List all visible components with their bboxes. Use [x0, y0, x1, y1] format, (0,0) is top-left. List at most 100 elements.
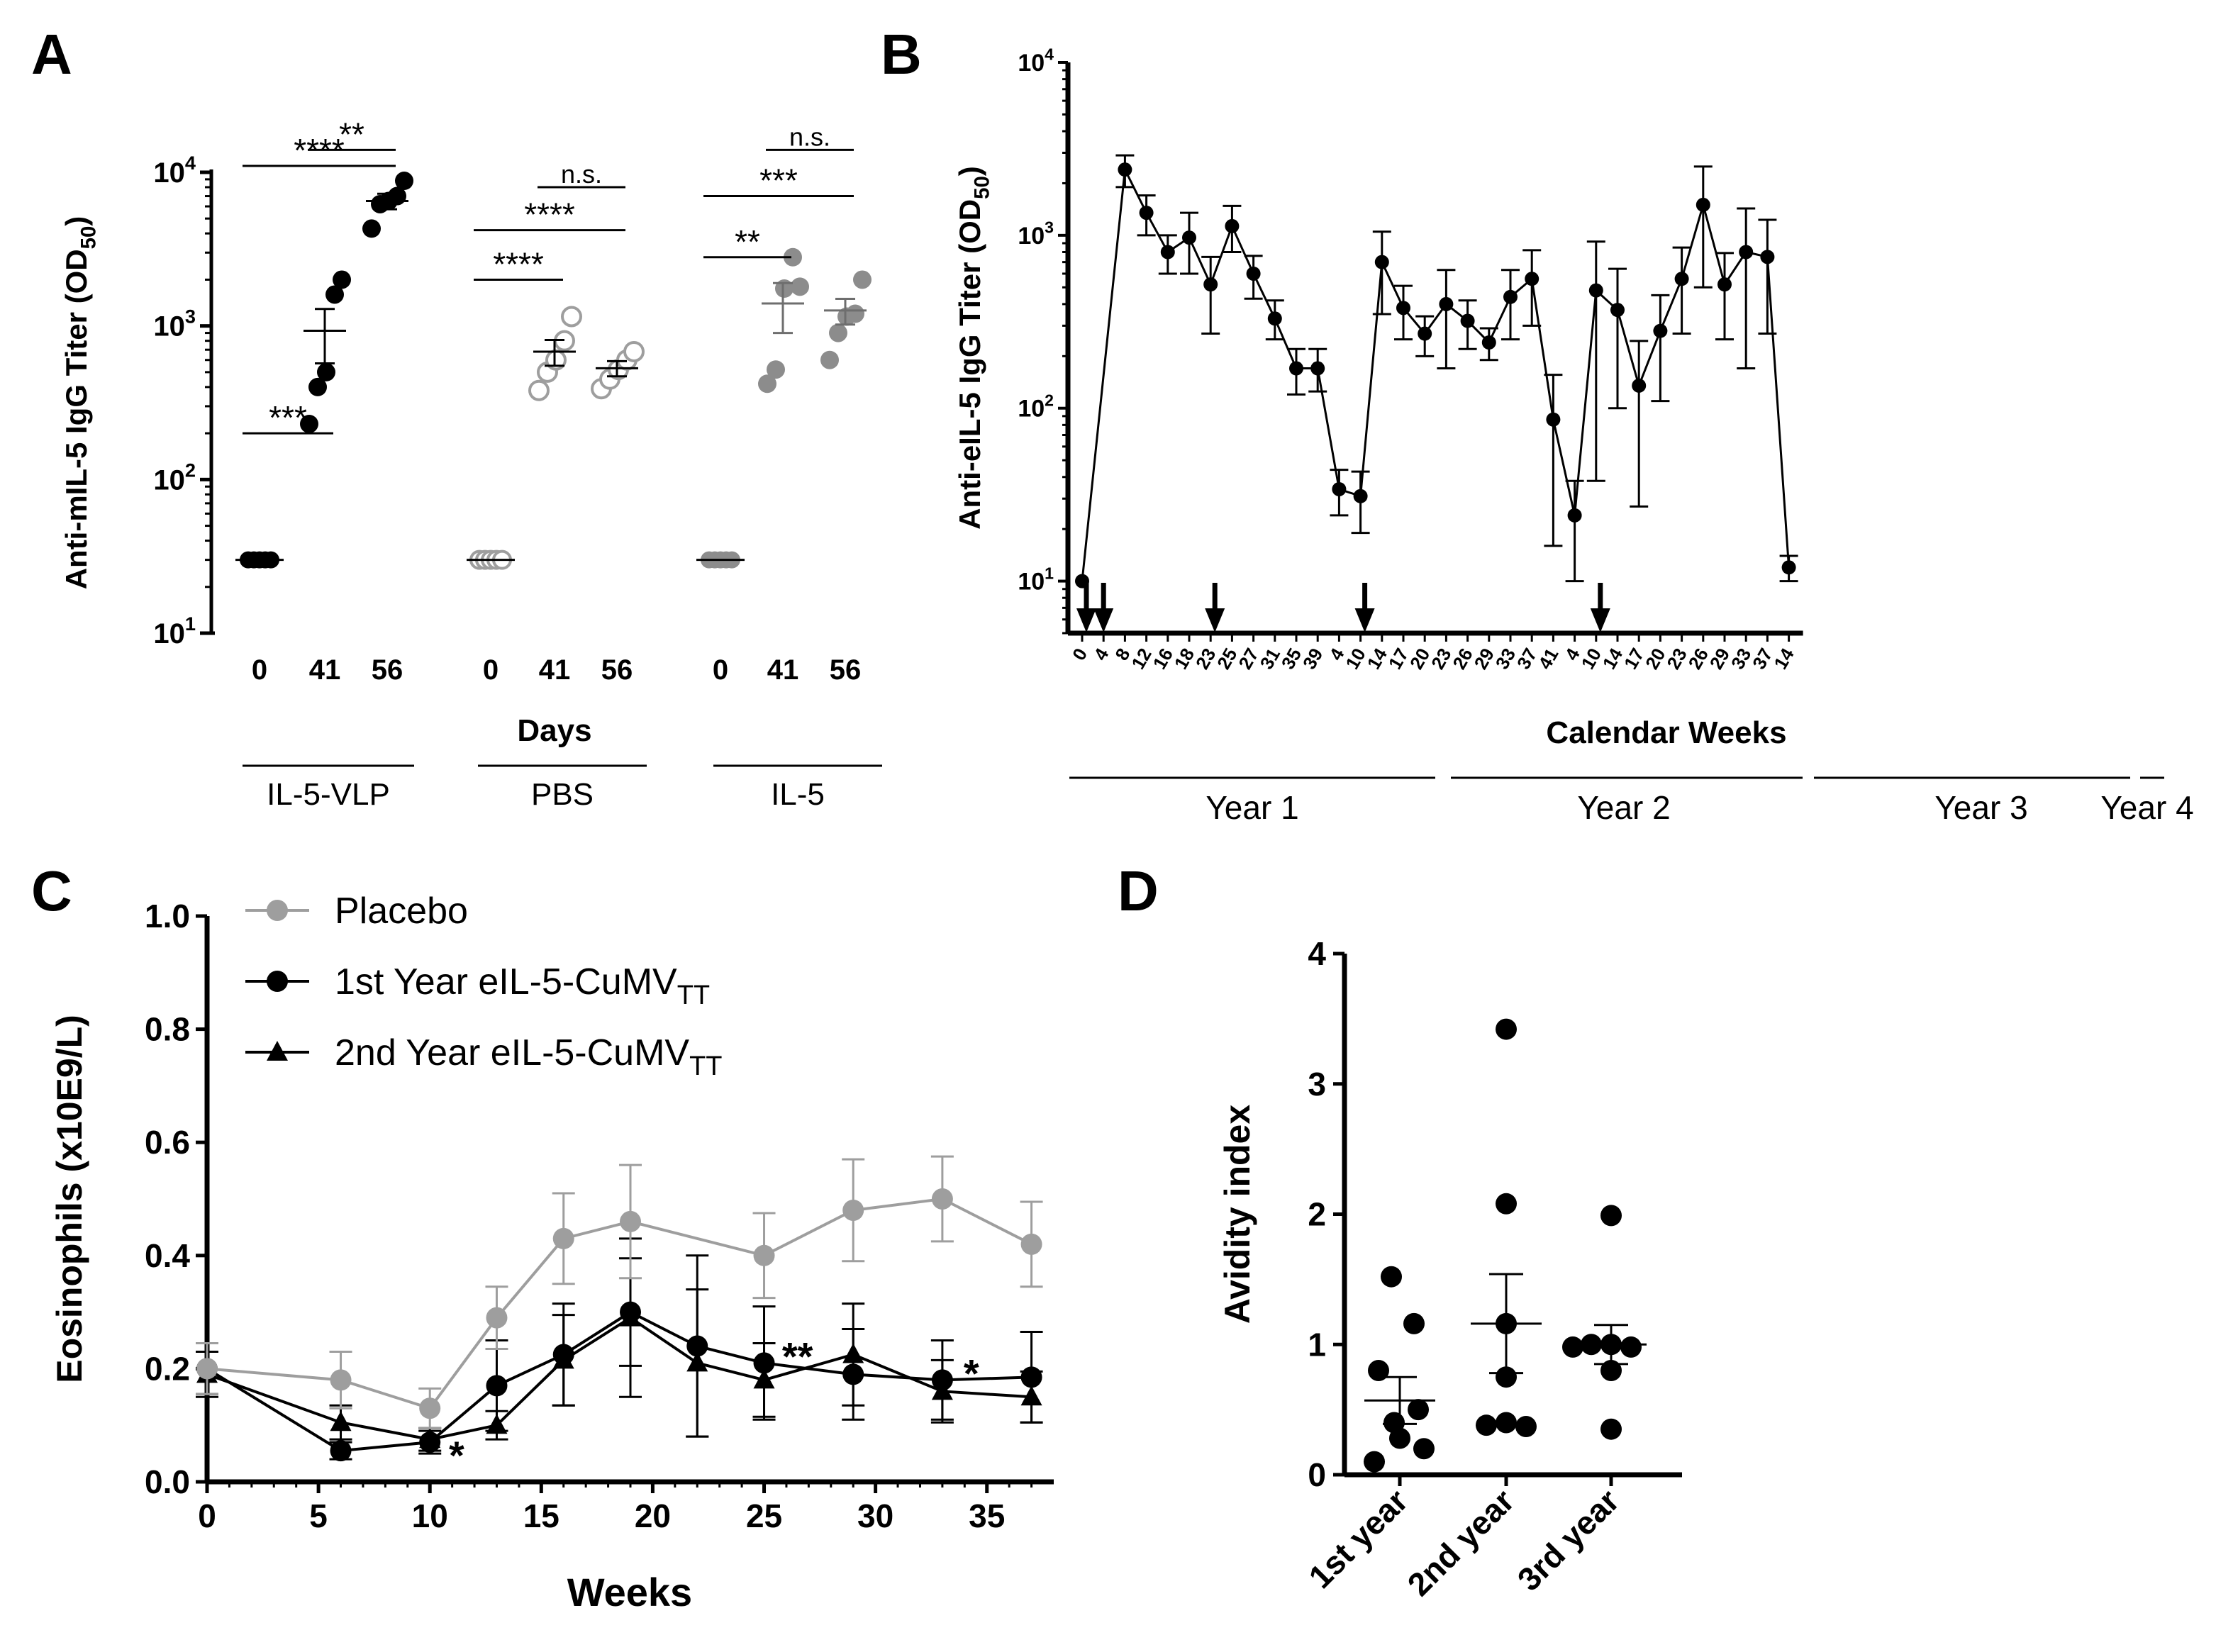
vaccination-arrow-head	[1590, 608, 1610, 632]
data-point	[620, 1210, 641, 1232]
data-point	[1546, 412, 1561, 427]
data-point	[528, 379, 550, 401]
x-tick-label: 41	[539, 654, 571, 686]
significance-label: *	[964, 1351, 979, 1395]
legend-label: 1st Year eIL-5-CuMVTT	[335, 961, 710, 1010]
panel-b-chart: 101 102 103 104 Anti-eIL-5 IgG Titer (OD50) 0…	[953, 45, 2194, 826]
year-label: Year 2	[1577, 789, 1670, 826]
data-point	[931, 1380, 953, 1400]
data-point	[486, 1375, 508, 1397]
data-point	[1203, 277, 1218, 292]
data-point	[1310, 361, 1325, 376]
data-point	[620, 1306, 641, 1327]
data-point	[1696, 197, 1710, 212]
year-label: Year 1	[1206, 789, 1298, 826]
data-point	[1020, 1385, 1042, 1406]
data-point	[842, 1343, 864, 1363]
significance-label: **	[339, 116, 364, 152]
data-point	[1481, 335, 1496, 350]
y-tick-label: 102	[1018, 391, 1054, 422]
data-point	[820, 350, 839, 369]
x-tick-label: 35	[969, 1497, 1005, 1534]
data-point	[419, 1397, 441, 1419]
data-point	[1496, 1018, 1517, 1040]
data-point	[1496, 1366, 1517, 1388]
legend-marker	[267, 971, 288, 992]
panel-letter-b: B	[881, 23, 922, 86]
data-point	[623, 340, 645, 362]
year-label: Year 3	[1934, 789, 2027, 826]
data-point	[1403, 1312, 1425, 1334]
data-point	[362, 219, 381, 238]
group-label: IL-5-VLP	[267, 777, 390, 812]
data-point	[1515, 1416, 1537, 1438]
data-point	[486, 1307, 508, 1329]
data-point	[1632, 378, 1647, 393]
x-tick-label: 25	[746, 1497, 782, 1534]
data-point	[1267, 311, 1282, 326]
data-point	[395, 172, 413, 191]
y-tick-label: 104	[153, 152, 196, 189]
x-tick-label: 56	[830, 654, 862, 686]
vaccination-arrow-head	[1205, 608, 1225, 632]
y-tick-label: 0.6	[145, 1124, 190, 1161]
year-label: Year 4	[2100, 789, 2193, 826]
x-tick-label: 30	[857, 1497, 893, 1534]
data-point	[300, 414, 318, 433]
data-point	[829, 323, 847, 342]
legend-marker	[267, 1041, 288, 1061]
series-line	[206, 1197, 1032, 1410]
data-point	[767, 360, 785, 379]
data-point	[753, 1368, 775, 1389]
x-axis-label: Weeks	[567, 1570, 692, 1614]
y-tick-label: 1.0	[145, 898, 190, 934]
group-label: PBS	[531, 777, 594, 812]
data-point	[931, 1188, 953, 1210]
x-tick-label: 20	[635, 1497, 671, 1534]
x-tick-label: 0	[483, 654, 499, 686]
significance-label: ****	[524, 196, 575, 233]
data-point	[1525, 272, 1539, 286]
y-tick-label: 101	[1018, 564, 1054, 595]
data-point	[791, 277, 809, 296]
x-tick-label: 5	[309, 1497, 328, 1534]
data-point	[330, 1411, 352, 1431]
vaccination-arrow-head	[1093, 608, 1114, 632]
y-tick-label: 0.0	[145, 1463, 190, 1500]
data-point	[1739, 245, 1754, 259]
significance-label: n.s.	[789, 122, 830, 151]
x-tick-label: 0	[252, 654, 267, 686]
legend-label: 2nd Year eIL-5-CuMVTT	[335, 1032, 723, 1081]
y-tick-label: 0.2	[145, 1350, 190, 1387]
y-tick-label: 4	[1308, 935, 1326, 972]
data-point	[1781, 560, 1796, 575]
data-point	[753, 1244, 775, 1266]
data-point	[1364, 1451, 1385, 1473]
x-tick-label: 4	[1089, 644, 1113, 664]
data-point	[1182, 230, 1196, 245]
data-point	[1567, 508, 1582, 523]
data-point	[1118, 162, 1132, 177]
data-point	[325, 285, 344, 304]
data-point	[419, 1428, 441, 1449]
y-axis-label: Anti-mIL-5 IgG Titer (OD50)	[60, 216, 101, 590]
data-point	[1439, 296, 1454, 311]
y-tick-label: 0.8	[145, 1011, 190, 1048]
x-tick-label: 10	[412, 1497, 448, 1534]
data-point	[1396, 301, 1410, 316]
x-tick-label: 2nd year	[1401, 1482, 1522, 1603]
data-point	[784, 247, 802, 267]
data-point	[1020, 1233, 1042, 1255]
data-point	[1225, 218, 1240, 233]
data-point	[1600, 1418, 1622, 1440]
x-tick-label: 41	[1534, 644, 1562, 673]
data-point	[1476, 1414, 1497, 1436]
significance-label: **	[782, 1334, 813, 1378]
legend-marker	[267, 900, 288, 921]
data-point	[1503, 289, 1518, 304]
data-point	[552, 1227, 574, 1249]
data-point	[1717, 277, 1732, 292]
x-tick-label: 0	[713, 654, 728, 686]
x-tick-label: 39	[1298, 644, 1327, 673]
